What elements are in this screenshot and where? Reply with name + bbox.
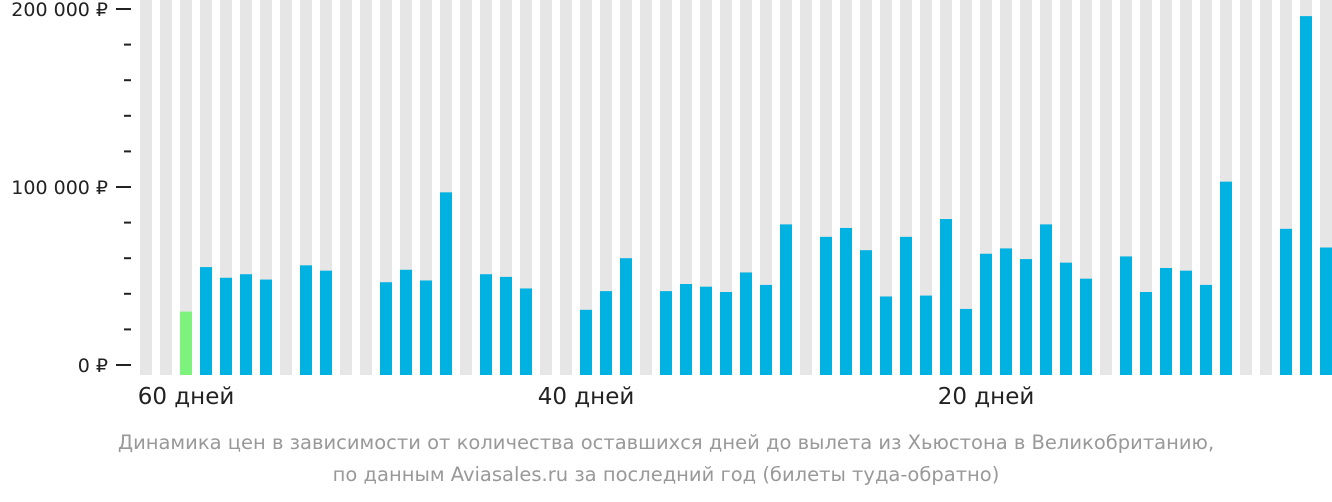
background-stripe [760, 0, 772, 375]
bar[interactable] [300, 265, 312, 375]
bar[interactable] [1180, 270, 1192, 375]
y-tick-label: 200 000 ₽ [11, 0, 108, 21]
bar[interactable] [400, 269, 412, 375]
y-axis: 0 ₽ 100 000 ₽ 200 000 ₽ [11, 0, 131, 377]
background-stripe [540, 0, 552, 375]
background-stripe [140, 0, 152, 375]
background-stripe [340, 0, 352, 375]
bar[interactable] [1140, 292, 1152, 375]
bar[interactable] [1040, 224, 1052, 375]
background-stripe [800, 0, 812, 375]
background-stripe [1200, 0, 1212, 375]
bar[interactable] [960, 308, 972, 375]
bar[interactable] [520, 288, 532, 375]
bar[interactable] [660, 291, 672, 375]
bar[interactable] [240, 274, 252, 375]
background-stripe [720, 0, 732, 375]
background-stripe [1140, 0, 1152, 375]
bar[interactable] [260, 279, 272, 375]
price-chart: 0 ₽ 100 000 ₽ 200 000 ₽ 60 дней 40 дней 20 д… [11, 0, 1332, 410]
bar[interactable] [1300, 16, 1312, 376]
background-stripe [520, 0, 532, 375]
background-stripes [140, 0, 1332, 375]
bar[interactable] [880, 296, 892, 375]
x-tick-label: 40 дней [538, 384, 635, 410]
background-stripe [280, 0, 292, 375]
background-stripe [360, 0, 372, 375]
background-stripe [1100, 0, 1112, 375]
background-stripe [660, 0, 672, 375]
bar[interactable] [500, 276, 512, 375]
background-stripe [600, 0, 612, 375]
bar[interactable] [200, 267, 212, 375]
bar[interactable] [940, 219, 952, 375]
bar[interactable] [1200, 284, 1212, 375]
background-stripe [960, 0, 972, 375]
bar[interactable] [1020, 259, 1032, 375]
bar[interactable] [860, 250, 872, 375]
bar[interactable] [1220, 181, 1232, 375]
bar[interactable] [1320, 247, 1332, 375]
bar[interactable] [420, 280, 432, 375]
bar[interactable] [680, 284, 692, 375]
bar[interactable] [380, 282, 392, 375]
bar[interactable] [920, 295, 932, 375]
background-stripe [880, 0, 892, 375]
bar[interactable] [1080, 278, 1092, 375]
background-stripe [680, 0, 692, 375]
bar[interactable] [1160, 267, 1172, 375]
y-tick-label: 0 ₽ [78, 355, 108, 377]
bar[interactable] [820, 236, 832, 375]
background-stripe [560, 0, 572, 375]
x-tick-label: 20 дней [938, 384, 1035, 410]
background-stripe [920, 0, 932, 375]
background-stripe [640, 0, 652, 375]
bar[interactable] [980, 253, 992, 375]
background-stripe [380, 0, 392, 375]
bar-cheapest[interactable] [180, 311, 192, 375]
bar[interactable] [720, 292, 732, 375]
x-tick-label: 60 дней [138, 384, 235, 410]
bar[interactable] [1060, 262, 1072, 375]
bar[interactable] [740, 272, 752, 375]
background-stripe [700, 0, 712, 375]
bar[interactable] [700, 286, 712, 375]
bar[interactable] [580, 309, 592, 375]
bar[interactable] [760, 284, 772, 375]
price-bars [180, 16, 1332, 376]
background-stripe [1260, 0, 1272, 375]
background-stripe [580, 0, 592, 375]
bar[interactable] [780, 224, 792, 375]
bar[interactable] [440, 192, 452, 375]
chart-caption-line-2: по данным Aviasales.ru за последний год … [332, 463, 1000, 486]
background-stripe [180, 0, 192, 375]
chart-caption-line-1: Динамика цен в зависимости от количества… [117, 431, 1215, 454]
background-stripe [1240, 0, 1252, 375]
bar[interactable] [480, 274, 492, 375]
bar[interactable] [1000, 248, 1012, 375]
bar[interactable] [900, 236, 912, 375]
y-tick-label: 100 000 ₽ [11, 177, 108, 199]
bar[interactable] [600, 291, 612, 375]
bar[interactable] [220, 277, 232, 375]
bar[interactable] [840, 227, 852, 375]
bar[interactable] [1280, 228, 1292, 375]
bar[interactable] [320, 270, 332, 375]
background-stripe [160, 0, 172, 375]
bar[interactable] [1120, 256, 1132, 375]
bar[interactable] [620, 258, 632, 375]
background-stripe [460, 0, 472, 375]
